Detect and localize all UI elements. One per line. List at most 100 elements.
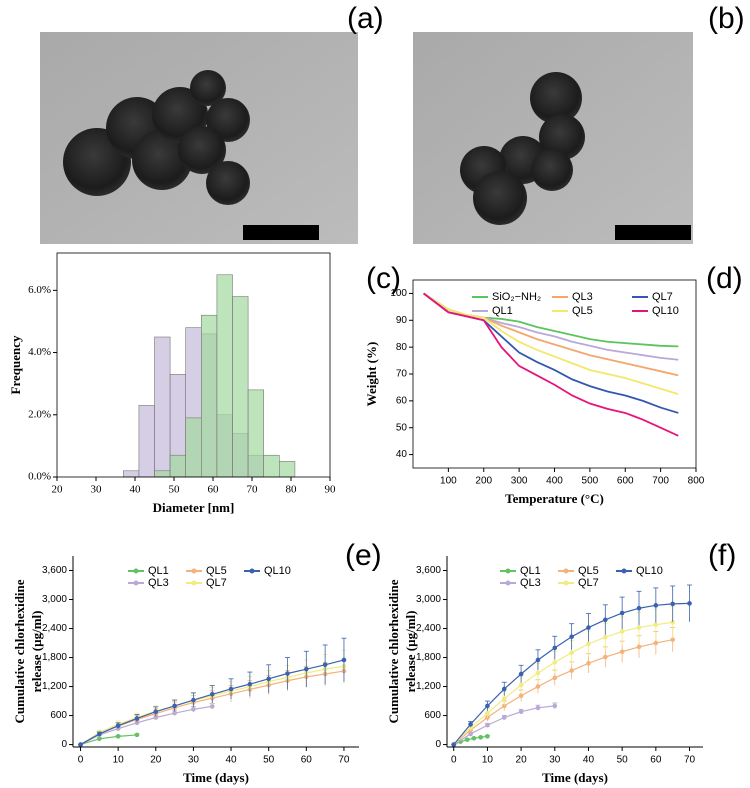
data-point xyxy=(471,735,477,741)
panel-label: (a) xyxy=(347,2,384,35)
legend-marker xyxy=(563,580,569,586)
series-line xyxy=(453,621,673,746)
series-line xyxy=(423,292,679,361)
legend-label: SiO₂−NH₂ xyxy=(492,291,541,303)
legend-label: QL10 xyxy=(636,565,663,577)
particle xyxy=(132,130,192,190)
data-point xyxy=(485,722,490,728)
particle xyxy=(206,161,250,205)
x-axis-label: Diameter [nm] xyxy=(153,500,235,515)
series-line xyxy=(423,292,679,377)
y-tick-label: 1,200 xyxy=(416,681,441,692)
histogram-bar xyxy=(263,454,280,478)
histogram-bar xyxy=(201,314,218,478)
histogram-bar xyxy=(154,336,171,478)
data-point xyxy=(518,671,524,677)
particles xyxy=(460,72,585,225)
data-point xyxy=(97,731,102,737)
data-point xyxy=(569,668,574,673)
data-point xyxy=(636,605,642,611)
panel-label: (d) xyxy=(706,262,743,295)
legend-label: QL1 xyxy=(148,565,169,577)
x-tick-label: 50 xyxy=(169,484,181,496)
legend-label: QL1 xyxy=(492,305,513,317)
x-tick-label: 70 xyxy=(338,755,350,766)
y-axis-label: Cumulative chlorhexidine xyxy=(386,579,401,723)
x-tick-label: 70 xyxy=(247,484,259,496)
data-point xyxy=(586,625,591,630)
data-point xyxy=(304,666,309,672)
legend-marker xyxy=(191,580,197,586)
data-point xyxy=(228,686,234,692)
particles xyxy=(63,70,250,205)
histogram-bar xyxy=(278,461,296,478)
x-tick-label: 60 xyxy=(650,755,662,766)
data-point xyxy=(518,682,524,688)
data-point xyxy=(501,696,507,701)
y-tick-label: 0.0% xyxy=(28,471,51,483)
x-tick-label: 50 xyxy=(263,755,275,766)
y-tick-label: 600 xyxy=(50,710,67,721)
data-point xyxy=(603,634,608,640)
y-axis-label: release (µg/ml) xyxy=(29,611,44,693)
data-point xyxy=(501,715,507,720)
data-point xyxy=(468,721,473,727)
data-point xyxy=(619,629,625,634)
particle xyxy=(473,171,527,225)
data-point xyxy=(535,657,541,663)
series-line xyxy=(453,639,673,746)
y-axis-label: Cumulative chlorhexidine xyxy=(12,579,27,723)
y-tick-label: 2.0% xyxy=(28,408,51,420)
x-tick-label: 60 xyxy=(301,755,313,766)
data-point xyxy=(535,684,541,689)
data-point xyxy=(569,650,574,656)
histogram-bar xyxy=(138,405,155,478)
data-point xyxy=(653,622,659,627)
data-point xyxy=(78,742,83,747)
y-tick-label: 6.0% xyxy=(28,284,51,296)
data-point xyxy=(478,735,483,740)
particle xyxy=(178,126,226,174)
plot-frame xyxy=(56,252,331,478)
series-line xyxy=(80,705,213,746)
data-point xyxy=(464,737,470,743)
particle xyxy=(531,149,573,191)
y-tick-label: 3,000 xyxy=(42,594,67,605)
particle xyxy=(530,72,582,124)
data-point xyxy=(518,693,524,699)
x-tick-label: 800 xyxy=(688,476,705,487)
y-tick-label: 3,000 xyxy=(416,594,441,605)
y-tick-label: 50 xyxy=(396,422,408,433)
x-tick-label: 20 xyxy=(150,755,162,766)
legend-label: QL10 xyxy=(264,565,291,577)
legend-marker xyxy=(191,568,197,574)
y-tick-label: 2,400 xyxy=(42,623,67,634)
x-tick-label: 0 xyxy=(451,755,457,766)
tem-image-a xyxy=(40,32,358,244)
x-tick-label: 10 xyxy=(482,755,494,766)
legend-label: QL3 xyxy=(148,577,169,589)
y-tick-label: 70 xyxy=(396,369,408,380)
y-tick-label: 80 xyxy=(396,342,408,353)
data-point xyxy=(535,705,541,711)
data-point xyxy=(552,645,558,651)
y-tick-label: 2,400 xyxy=(416,623,441,634)
y-tick-label: 1,800 xyxy=(42,652,67,663)
legend-label: QL5 xyxy=(572,305,593,317)
histogram-bar xyxy=(123,470,140,478)
data-point xyxy=(115,734,121,739)
x-tick-label: 300 xyxy=(511,476,528,487)
particle xyxy=(539,114,585,160)
data-point xyxy=(552,660,558,665)
y-tick-label: 100 xyxy=(390,288,407,299)
data-point xyxy=(619,610,625,616)
y-tick-label: 1,200 xyxy=(42,681,67,692)
data-point xyxy=(552,675,558,681)
x-axis-label: Time (days) xyxy=(542,770,608,785)
data-point xyxy=(619,649,625,655)
data-point xyxy=(115,723,121,729)
series-line xyxy=(80,734,138,746)
legend-label: QL7 xyxy=(578,577,599,589)
data-point xyxy=(209,704,215,709)
panel-label: (b) xyxy=(708,2,745,35)
